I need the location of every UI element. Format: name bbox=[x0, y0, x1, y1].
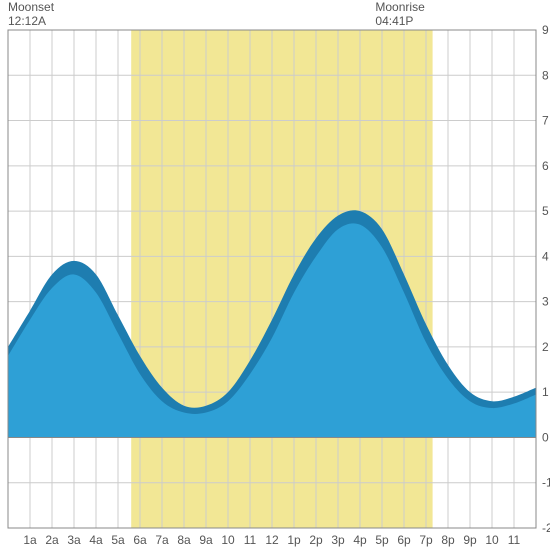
svg-text:3p: 3p bbox=[331, 533, 345, 547]
svg-text:8a: 8a bbox=[177, 533, 191, 547]
svg-text:8p: 8p bbox=[441, 533, 455, 547]
moonset-label: Moonset 12:12A bbox=[8, 0, 54, 29]
svg-text:5: 5 bbox=[542, 204, 549, 218]
svg-text:12: 12 bbox=[265, 533, 279, 547]
svg-text:-1: -1 bbox=[542, 476, 550, 490]
svg-text:7p: 7p bbox=[419, 533, 433, 547]
svg-text:8: 8 bbox=[542, 68, 549, 82]
svg-text:11: 11 bbox=[244, 533, 257, 547]
svg-text:10: 10 bbox=[221, 533, 235, 547]
svg-text:4a: 4a bbox=[89, 533, 103, 547]
moonrise-label: Moonrise 04:41P bbox=[375, 0, 424, 29]
svg-text:2a: 2a bbox=[45, 533, 59, 547]
svg-text:9: 9 bbox=[542, 23, 549, 37]
svg-text:5p: 5p bbox=[375, 533, 389, 547]
svg-text:2: 2 bbox=[542, 340, 549, 354]
tide-chart: -2-101234567891a2a3a4a5a6a7a8a9a1011121p… bbox=[0, 0, 550, 550]
svg-text:1a: 1a bbox=[23, 533, 37, 547]
svg-text:2p: 2p bbox=[309, 533, 323, 547]
svg-text:5a: 5a bbox=[111, 533, 125, 547]
svg-text:7: 7 bbox=[542, 114, 549, 128]
moonset-title: Moonset bbox=[8, 0, 54, 14]
svg-text:10: 10 bbox=[485, 533, 499, 547]
svg-text:4: 4 bbox=[542, 249, 549, 263]
moonrise-time: 04:41P bbox=[375, 14, 413, 28]
svg-text:6a: 6a bbox=[133, 533, 147, 547]
svg-text:9p: 9p bbox=[463, 533, 477, 547]
svg-text:3a: 3a bbox=[67, 533, 81, 547]
svg-text:0: 0 bbox=[542, 430, 549, 444]
chart-svg: -2-101234567891a2a3a4a5a6a7a8a9a1011121p… bbox=[0, 0, 550, 550]
svg-text:1p: 1p bbox=[287, 533, 301, 547]
moonrise-title: Moonrise bbox=[375, 0, 424, 14]
svg-text:9a: 9a bbox=[199, 533, 213, 547]
svg-text:3: 3 bbox=[542, 295, 549, 309]
svg-text:-2: -2 bbox=[542, 521, 550, 535]
moonset-time: 12:12A bbox=[8, 14, 46, 28]
svg-text:1: 1 bbox=[542, 385, 549, 399]
svg-text:4p: 4p bbox=[353, 533, 367, 547]
svg-text:11: 11 bbox=[508, 533, 521, 547]
svg-text:7a: 7a bbox=[155, 533, 169, 547]
svg-text:6p: 6p bbox=[397, 533, 411, 547]
svg-text:6: 6 bbox=[542, 159, 549, 173]
